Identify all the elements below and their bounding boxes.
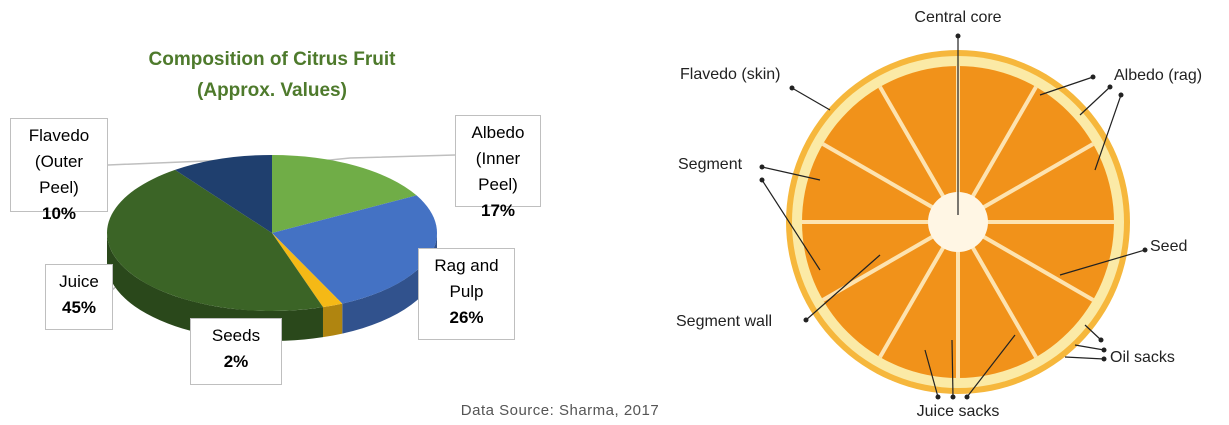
diagram-label: Segment: [678, 156, 743, 173]
callout-dot: [1102, 357, 1107, 362]
callout-dot: [951, 395, 956, 400]
source: Data Source: Sharma, 2017: [445, 402, 675, 419]
callout-line: [792, 88, 830, 110]
diagram-label: Central core: [914, 9, 1001, 26]
callout-line: [1065, 357, 1104, 359]
callout-dot: [1099, 338, 1104, 343]
page: Central core Flavedo (skin) Albedo (rag) Se…: [0, 0, 1229, 425]
slice-label: Rag and Pulp 26%: [418, 248, 515, 340]
callout-dot: [965, 395, 970, 400]
category-label: Rag and Pulp: [434, 256, 498, 301]
value-label: 26%: [421, 305, 512, 331]
callout-dot: [1119, 93, 1124, 98]
callout-dot: [1091, 75, 1096, 80]
value-label: 17%: [458, 198, 538, 224]
diagram-label: Seed: [1150, 238, 1187, 255]
value-label: 2%: [193, 349, 279, 375]
value-label: 10%: [13, 201, 105, 227]
pie-side: [323, 304, 342, 338]
diagram-label: Juice sacks: [917, 403, 1000, 420]
callout-dot: [790, 86, 795, 91]
callout-dot: [956, 34, 961, 39]
diagram-label: Flavedo (skin): [680, 66, 780, 83]
category-label: Flavedo (Outer Peel): [29, 126, 89, 197]
slice-label: Seeds 2%: [190, 318, 282, 385]
callout-dot: [760, 178, 765, 183]
callout-dot: [1102, 348, 1107, 353]
callout-dot: [936, 395, 941, 400]
pie-top: [107, 155, 437, 311]
category-label: Juice: [59, 272, 99, 291]
slice-label: Albedo (Inner Peel)17%: [455, 115, 541, 207]
slice-label: Juice 45%: [45, 264, 113, 330]
diagram-label: Albedo (rag): [1114, 67, 1202, 84]
callout-dot: [1143, 248, 1148, 253]
category-label: Seeds: [212, 326, 260, 345]
callout-line: [1080, 87, 1110, 115]
callout-dot: [804, 318, 809, 323]
value-label: 45%: [48, 295, 110, 321]
orange-diagram: Central core Flavedo (skin) Albedo (rag) Se…: [676, 9, 1202, 420]
diagram-label: Segment wall: [676, 313, 772, 330]
diagram-label: Oil sacks: [1110, 349, 1175, 366]
callout-dot: [760, 165, 765, 170]
chart-title: Composition of Citrus Fruit (Approx. Val…: [132, 44, 412, 106]
slice-label: Flavedo (Outer Peel)10%: [10, 118, 108, 212]
callout-line: [1075, 345, 1104, 350]
category-label: Albedo (Inner Peel): [472, 123, 525, 194]
callout-dot: [1108, 85, 1113, 90]
